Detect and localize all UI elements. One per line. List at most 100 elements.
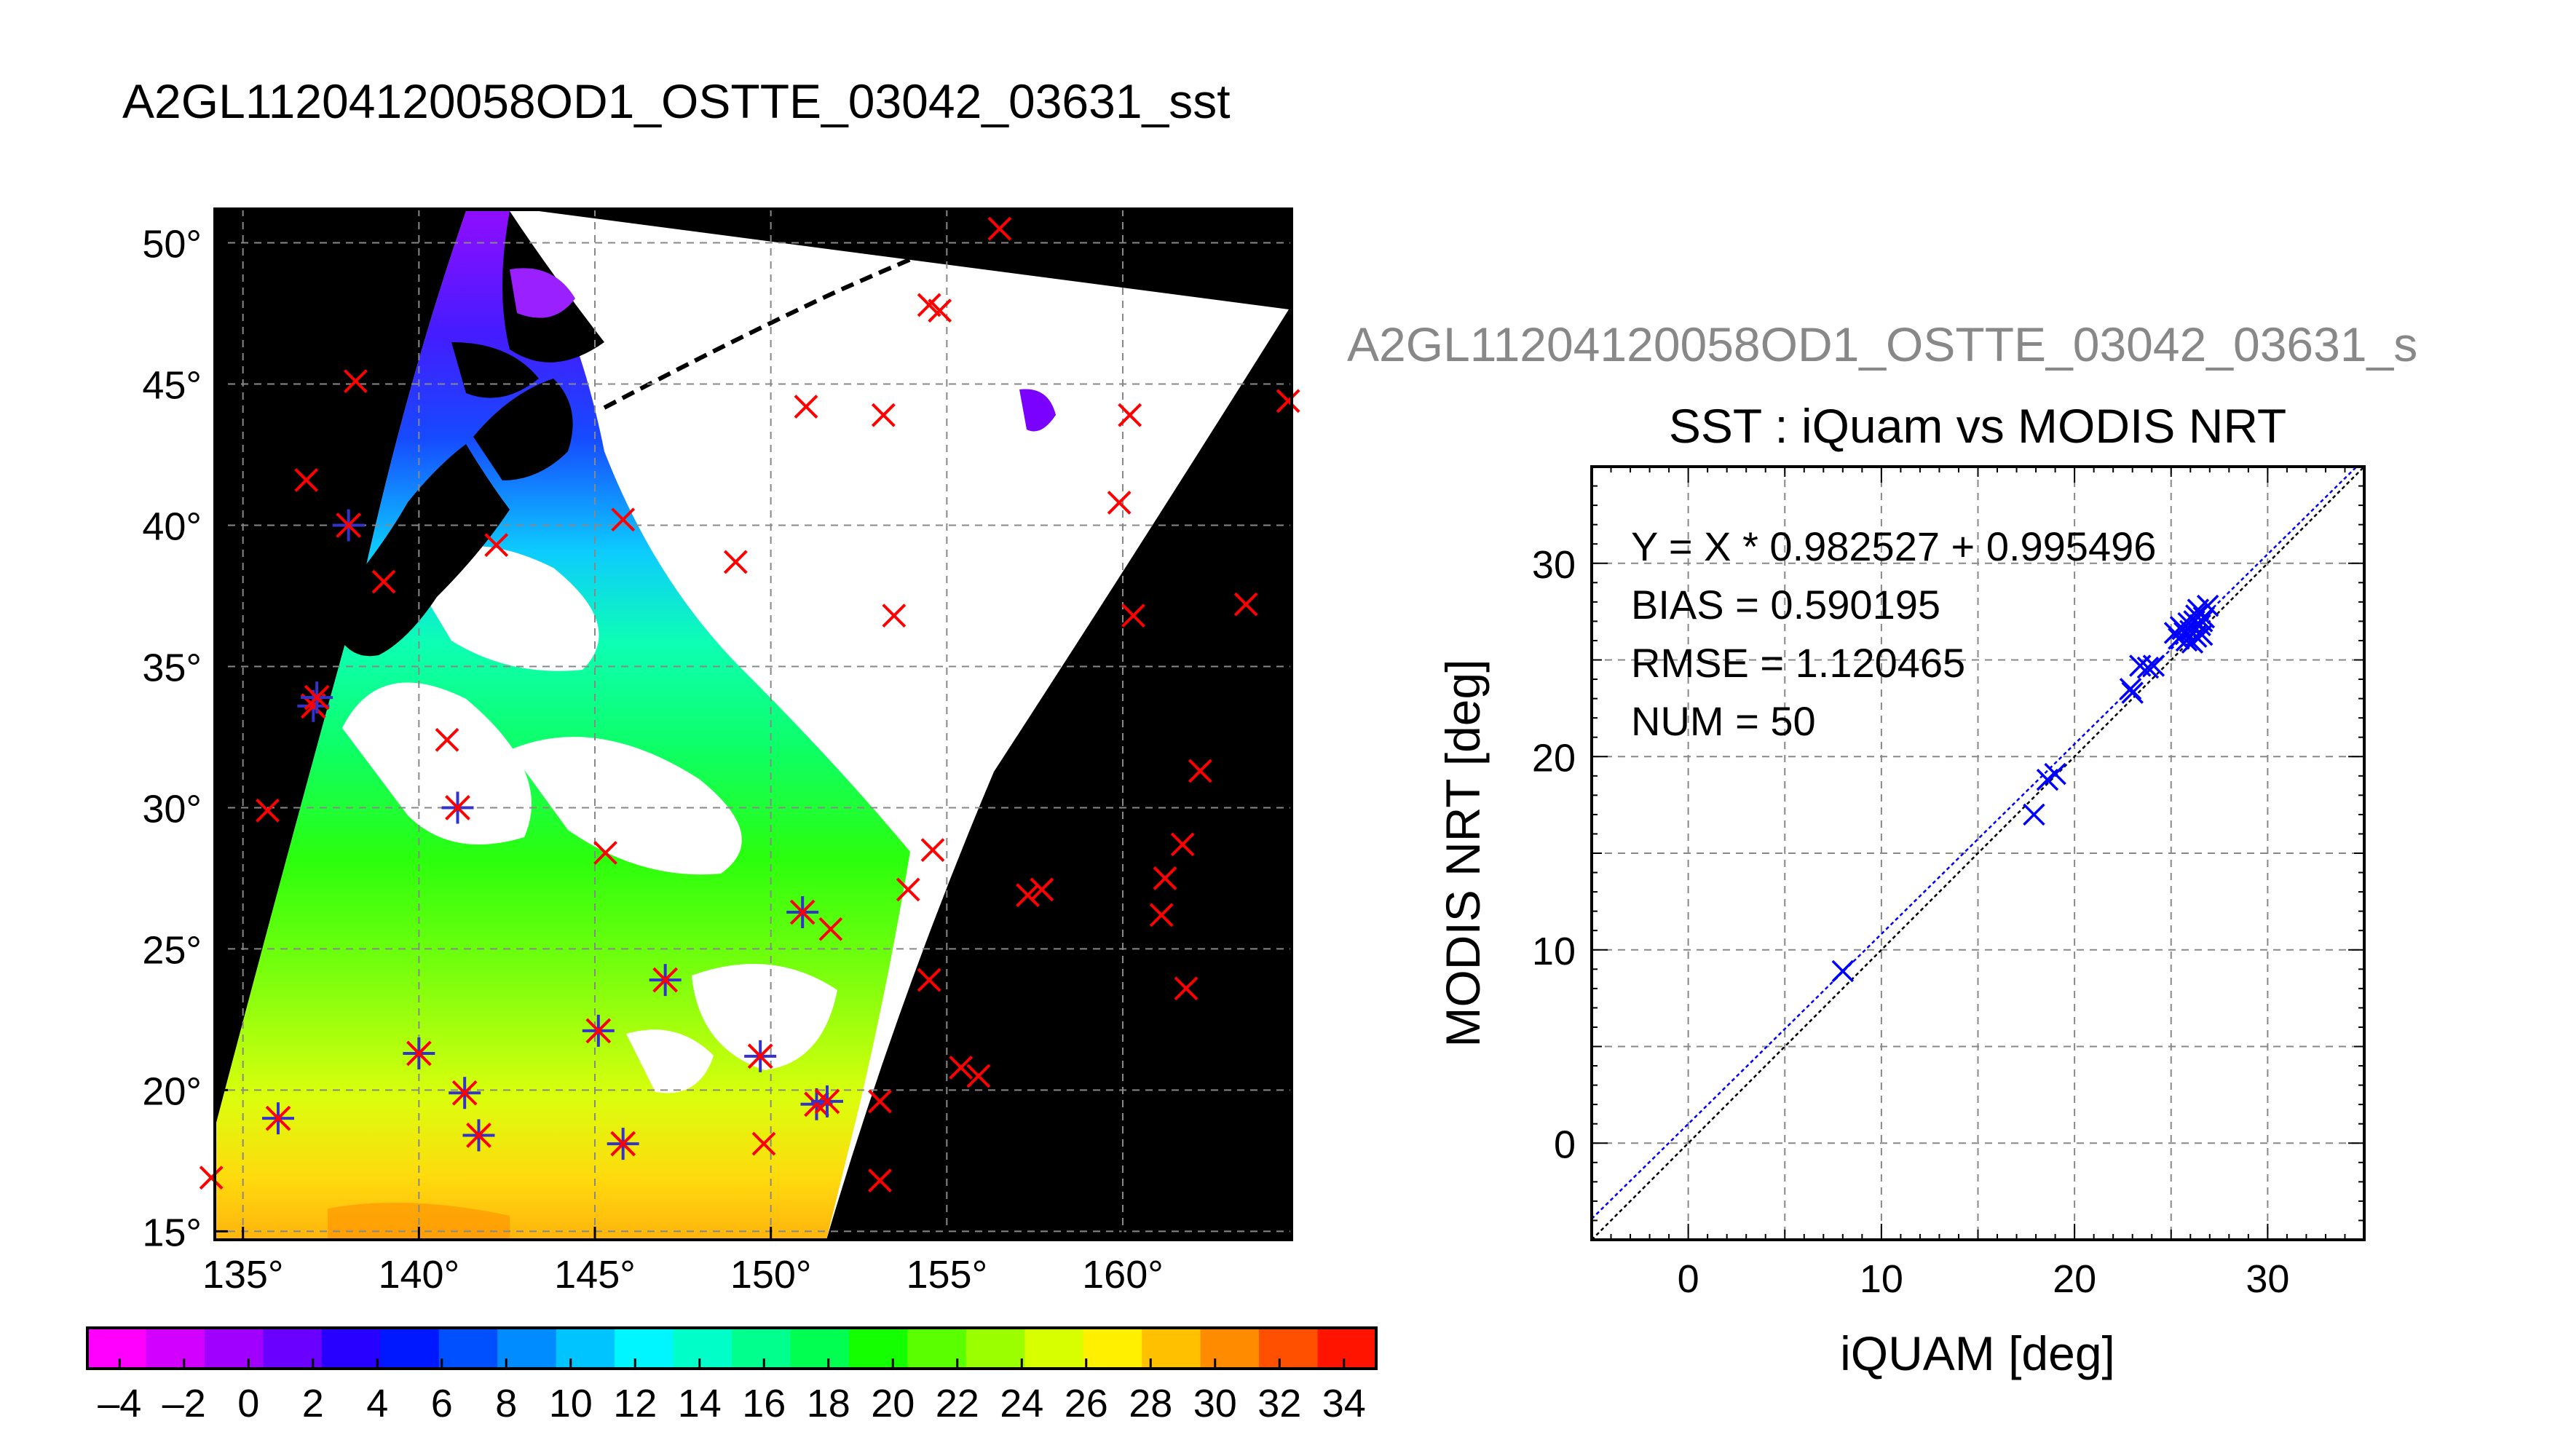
colorbar-swatch <box>673 1328 732 1369</box>
insitu-marker <box>1118 403 1142 427</box>
map-lon-tick-label: 150° <box>730 1253 812 1297</box>
colorbar: –4 –2 0 2 4 6 8 10 12 14 16 18 20 22 24 26 28 30 32 34 <box>86 1326 1378 1425</box>
insitu-marker <box>1121 604 1145 628</box>
map-frame <box>213 207 1293 1241</box>
colorbar-tick-label: 16 <box>742 1382 786 1425</box>
insitu-marker <box>920 838 945 863</box>
scatter-point <box>2192 606 2216 629</box>
colorbar-swatch <box>438 1328 499 1369</box>
map-lat-tick-label: 45° <box>142 364 202 408</box>
scatter-point <box>2184 625 2208 648</box>
insitu-marker <box>1233 592 1258 617</box>
insitu-marker <box>593 841 617 865</box>
scatter-y-tick-label: 10 <box>1532 930 1576 973</box>
scatter-x-tick-label: 30 <box>2246 1257 2289 1301</box>
insitu-marker <box>987 216 1012 241</box>
colorbar-tick-label: 12 <box>613 1382 657 1425</box>
cloud-patch <box>342 682 532 844</box>
scatter-y-tick-label: 20 <box>1532 736 1576 780</box>
map-lon-tick-label: 140° <box>378 1253 459 1297</box>
matched-marker <box>744 1040 777 1072</box>
colorbar-tick-label: 10 <box>549 1382 593 1425</box>
scatter-y-tick-label: 30 <box>1532 543 1576 587</box>
scatter-point <box>2121 681 2144 704</box>
colorbar-tick-label: 4 <box>366 1382 388 1425</box>
insitu-marker <box>611 507 636 532</box>
colorbar-swatch <box>1024 1328 1084 1369</box>
insitu-marker <box>199 1166 224 1190</box>
scatter-point <box>2184 604 2208 627</box>
scatter-annotation: NUM = 50 <box>1631 698 1816 744</box>
colorbar-swatch <box>1142 1328 1201 1369</box>
map-lon-tick-label: 160° <box>1082 1253 1164 1297</box>
scatter-annotations: Y = X * 0.982527 + 0.995496 BIAS = 0.5901… <box>1631 523 2156 744</box>
identity-line <box>1592 467 2364 1240</box>
matched-marker <box>403 1037 435 1069</box>
scatter-annotation: BIAS = 0.590195 <box>1631 582 1940 628</box>
insitu-marker <box>751 1131 776 1156</box>
map-lat-tick-label: 15° <box>142 1211 202 1254</box>
colorbar-tick-label: 22 <box>936 1382 979 1425</box>
colorbar-tick-label: 18 <box>807 1382 850 1425</box>
colorbar-swatch <box>204 1328 264 1369</box>
insitu-marker <box>1030 877 1054 902</box>
scatter-point <box>2181 631 2204 654</box>
insitu-marker <box>871 403 896 427</box>
scatter-x-tick-label: 20 <box>2053 1257 2096 1301</box>
map-lon-tick-label: 155° <box>906 1253 987 1297</box>
matched-marker <box>811 1085 843 1117</box>
colorbar-swatch <box>556 1328 616 1369</box>
insitu-marker <box>1170 832 1195 857</box>
colorbar-swatch <box>1259 1328 1319 1369</box>
insitu-marker <box>882 604 907 628</box>
scatter-x-tick-label: 0 <box>1678 1257 1699 1301</box>
matched-marker <box>262 1102 294 1135</box>
matched-marker <box>649 964 682 997</box>
colorbar-swatch <box>146 1328 205 1369</box>
insitu-marker <box>1188 759 1212 783</box>
secondary-title: A2GL11204120058OD1_OSTTE_03042_03631_s <box>1347 317 2417 371</box>
colorbar-tick-label: 24 <box>1000 1382 1043 1425</box>
insitu-marker <box>371 569 396 594</box>
colorbar-frame <box>86 1326 1378 1370</box>
scatter-lines <box>1592 467 2364 1240</box>
colorbar-ticks: –4 –2 0 2 4 6 8 10 12 14 16 18 20 22 24 26 28 30 32 34 <box>98 1358 1366 1425</box>
map-lat-tick-label: 20° <box>142 1069 202 1113</box>
colorbar-swatch <box>615 1328 674 1369</box>
colorbar-tick-label: 30 <box>1193 1382 1237 1425</box>
insitu-marker <box>896 877 920 902</box>
colorbar-swatch <box>965 1328 1026 1369</box>
insitu-marker <box>294 468 319 492</box>
scatter-points <box>1831 594 2219 983</box>
insitu-marker <box>1153 866 1177 890</box>
scatter-point <box>2142 654 2165 677</box>
scatter-panel: SST : iQuam vs MODIS NRT 0 10 20 300102030 … <box>1436 399 2366 1380</box>
colorbar-swatch <box>790 1328 850 1369</box>
colorbar-tick-label: 8 <box>495 1382 517 1425</box>
insitu-marker <box>723 550 748 574</box>
map-lat-ticks: 50° 45° 40° 35° 30° 25° 20° 15° <box>142 223 228 1254</box>
colorbar-tick-label: 34 <box>1322 1382 1366 1425</box>
map-lat-tick-label: 50° <box>142 223 202 266</box>
scatter-annotation: Y = X * 0.982527 + 0.995496 <box>1631 523 2156 569</box>
matched-marker <box>441 791 474 824</box>
insitu-marker <box>818 917 843 941</box>
scatter-point <box>1831 960 1855 983</box>
insitu-marker <box>1276 389 1300 414</box>
scatter-ticks: 0 10 20 30 0 10 20 30 <box>1532 466 2365 1301</box>
map-markers <box>199 216 1300 1192</box>
map-grid <box>215 209 1292 1240</box>
matched-marker <box>786 895 819 928</box>
scatter-y-tick-label: 0 <box>1554 1123 1576 1166</box>
matched-marker <box>607 1128 639 1160</box>
insitu-marker <box>868 1168 892 1192</box>
scatter-point <box>2119 678 2142 700</box>
sst-patch <box>1019 389 1056 432</box>
map-lon-tick-label: 145° <box>554 1253 636 1297</box>
scatter-point <box>2196 594 2219 617</box>
colorbar-tick-label: –2 <box>162 1382 206 1425</box>
cloud-patch <box>626 1029 714 1093</box>
colorbar-tick-label: –4 <box>98 1382 141 1425</box>
colorbar-tick-label: 0 <box>237 1382 259 1425</box>
